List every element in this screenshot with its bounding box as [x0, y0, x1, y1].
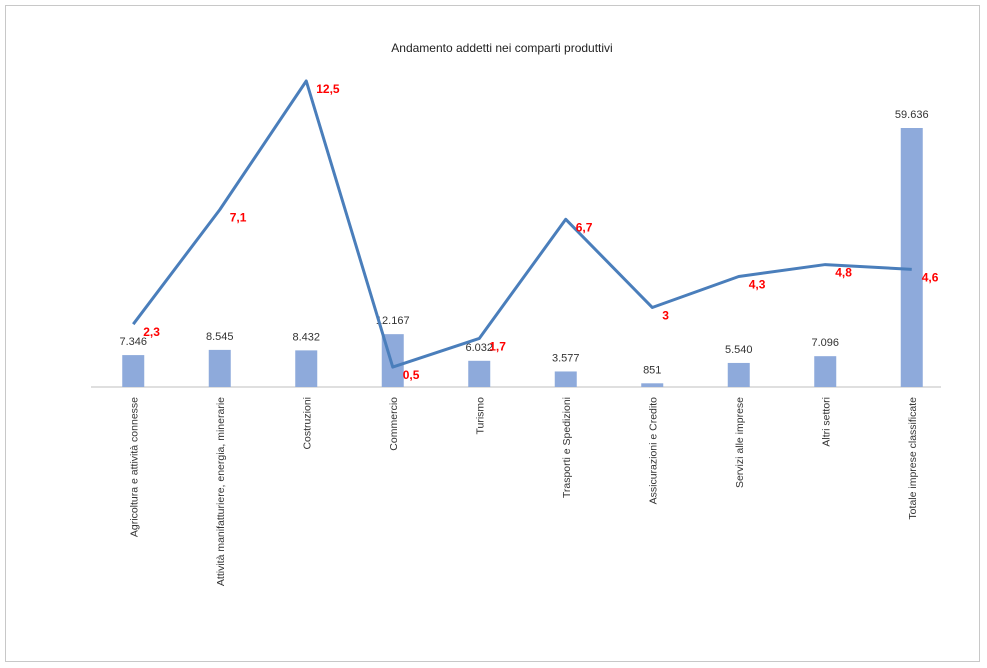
- line-series: [132, 79, 912, 369]
- bar: [208, 349, 231, 387]
- line-data-label: 3: [662, 308, 669, 322]
- line-data-label: 6,7: [576, 220, 593, 234]
- bar: [554, 371, 577, 387]
- category-label: Trasporti e Spedizioni: [561, 397, 573, 498]
- line-data-label: 7,1: [230, 211, 247, 225]
- category-label: Agricoltura e attività connesse: [128, 397, 140, 537]
- bar: [295, 350, 318, 387]
- line-data-label: 1,7: [489, 339, 506, 353]
- category-label: Commercio: [388, 397, 400, 451]
- line-data-label: 12,5: [316, 82, 340, 96]
- category-label: Attività manifatturiere, energia, minera…: [215, 397, 227, 586]
- line-data-label: 4,6: [922, 270, 939, 284]
- category-labels: Agricoltura e attività connesse Attività …: [128, 397, 919, 586]
- bar-data-label: 7.096: [811, 337, 839, 349]
- bar-data-label: 5.540: [725, 344, 753, 356]
- bar-data-label: 7.346: [119, 336, 147, 348]
- bar: [727, 362, 750, 387]
- bar: [814, 356, 837, 387]
- category-label: Costruzioni: [301, 397, 313, 450]
- line-data-labels: 2,3 7,1 12,5 0,5 1,7 6,7 3 4,3 4,8 4,6: [143, 82, 939, 382]
- category-label: Totale imprese classificate: [907, 397, 919, 520]
- bar: [122, 355, 145, 387]
- bar-data-label: 6.032: [465, 342, 493, 354]
- bar-data-label: 8.545: [206, 331, 234, 343]
- chart-frame: Andamento addetti nei comparti produttiv…: [5, 5, 980, 662]
- line-data-label: 4,8: [835, 266, 852, 280]
- category-label: Assicurazioni e Credito: [647, 397, 659, 505]
- bar-data-labels: 7.346 8.545 8.432 12.167 6.032 3.577 851 5.540 7…: [119, 109, 928, 376]
- line-data-label: 0,5: [403, 368, 420, 382]
- bar-data-label: 59.636: [895, 109, 929, 121]
- chart-title: Andamento addetti nei comparti produttiv…: [391, 41, 612, 55]
- bar: [900, 128, 923, 387]
- category-label: Altri settori: [820, 397, 832, 447]
- line-data-label: 4,3: [749, 277, 766, 291]
- bar-data-label: 3.577: [552, 352, 580, 364]
- category-label: Servizi alle imprese: [734, 397, 746, 488]
- category-label: Turismo: [474, 397, 486, 435]
- line-data-label: 2,3: [143, 325, 160, 339]
- bar-data-label: 12.167: [376, 315, 410, 327]
- combo-chart: Andamento addetti nei comparti produttiv…: [91, 41, 941, 586]
- bar: [641, 383, 664, 387]
- bar-data-label: 8.432: [292, 331, 320, 343]
- bar-series: [122, 128, 923, 387]
- bar: [468, 360, 491, 387]
- bar-data-label: 851: [643, 364, 661, 376]
